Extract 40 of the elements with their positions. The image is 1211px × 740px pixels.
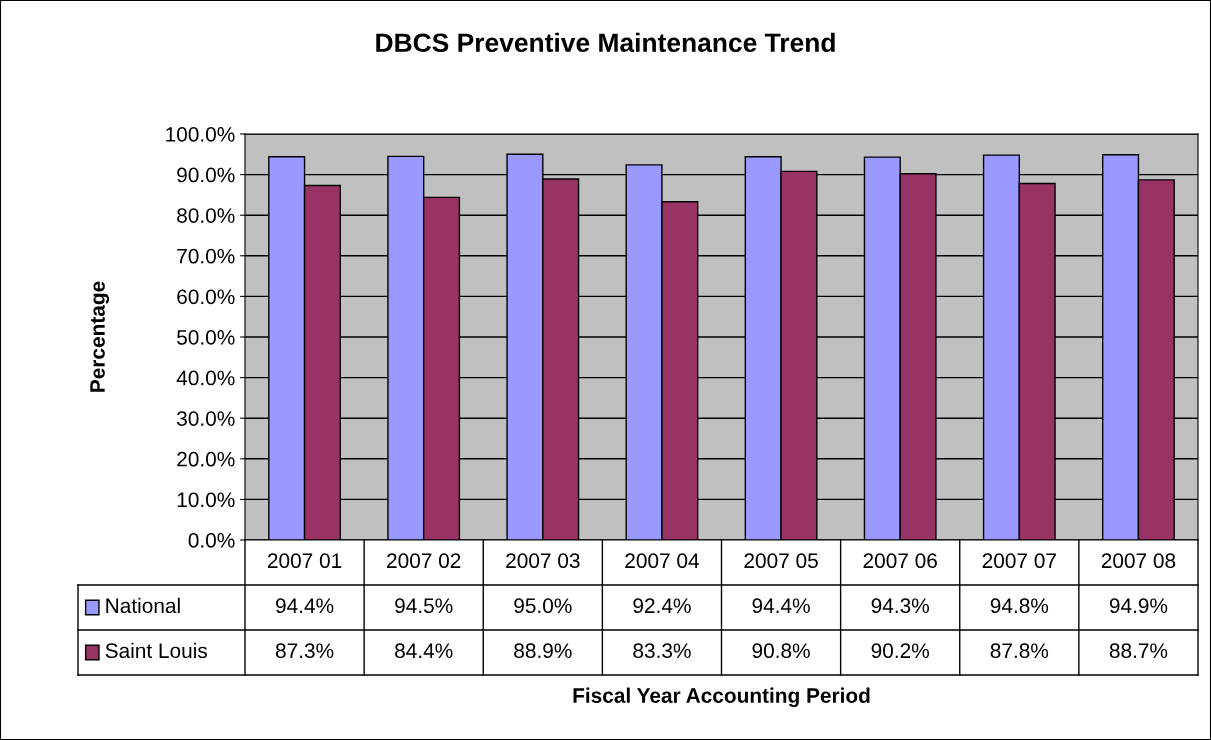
x-tick-label: 2007 02 [387, 553, 461, 569]
y-tick-label: 80.0% [177, 208, 235, 223]
text: Fiscal Year Accounting Period [573, 687, 870, 708]
data-label: 94.9% [1109, 598, 1168, 614]
data-label: 88.7% [1109, 643, 1168, 659]
data-label: 84.4% [395, 643, 453, 659]
x-tick-label: 2007 05 [744, 553, 818, 569]
data-label: 94.5% [395, 598, 453, 614]
data-label: 94.3% [871, 598, 929, 614]
data-label: 94.8% [990, 598, 1049, 614]
y-tick-label: 50.0% [177, 330, 235, 345]
chart-title: DBCS Preventive Maintenance Trend [376, 32, 835, 53]
data-label: 95.0% [514, 598, 572, 614]
legend-label: Saint Louis [105, 642, 208, 659]
x-tick-label: 2007 03 [506, 553, 580, 569]
data-label: 94.4% [752, 598, 810, 614]
y-tick-label: 30.0% [177, 411, 235, 426]
y-tick-label: 10.0% [177, 492, 235, 508]
y-tick-label: 0.0% [188, 533, 235, 548]
y-tick-label: 90.0% [177, 167, 235, 183]
y-axis-title: Percentage [90, 281, 110, 392]
data-label: 90.8% [752, 643, 810, 659]
data-label: 83.3% [633, 643, 691, 659]
x-tick-label: 2007 07 [982, 553, 1056, 569]
x-tick-label: 2007 08 [1101, 553, 1176, 569]
y-tick-label: 100.0% [166, 127, 235, 142]
data-label: 90.2% [871, 643, 929, 659]
y-tick-label: 70.0% [177, 248, 235, 264]
x-tick-label: 2007 01 [267, 553, 342, 569]
data-label: 88.9% [514, 643, 572, 659]
y-tick-label: 60.0% [177, 289, 235, 305]
data-label: 94.4% [276, 598, 334, 614]
y-tick-label: 20.0% [177, 451, 235, 467]
legend-label: National [106, 597, 180, 614]
y-tick-label: 40.0% [176, 370, 235, 386]
data-label: 87.3% [275, 643, 334, 659]
x-tick-label: 2007 06 [863, 553, 937, 569]
x-tick-label: 2007 04 [625, 553, 699, 569]
data-label: 92.4% [633, 598, 691, 614]
data-label: 87.8% [990, 643, 1049, 659]
